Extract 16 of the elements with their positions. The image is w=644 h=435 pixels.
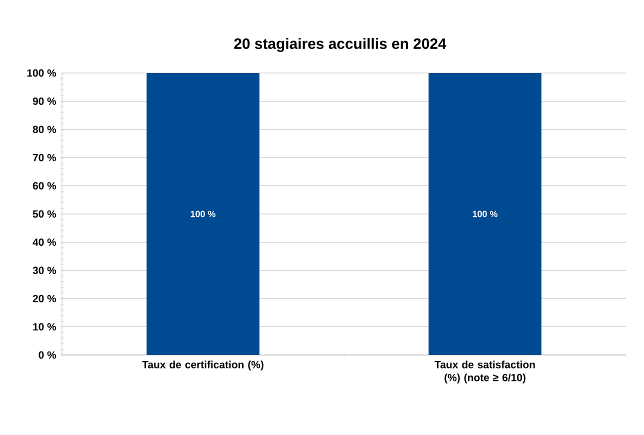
y-tick-label: 70 % <box>32 154 56 162</box>
data-label: 100 % <box>472 210 498 218</box>
x-tick-label: Taux de certification (%) <box>142 360 264 370</box>
y-tick-label: 40 % <box>32 238 56 246</box>
y-tick-label: 20 % <box>32 294 56 302</box>
y-tick-label: 90 % <box>32 97 56 105</box>
y-tick-label: 30 % <box>32 266 56 274</box>
chart-title: 20 stagiaires accuillis en 2024 <box>234 38 446 52</box>
x-tick-label: Taux de satisfaction (%) (note ≥ 6/10) <box>434 360 535 384</box>
data-label: 100 % <box>190 210 216 218</box>
y-tick-label: 80 % <box>32 126 56 134</box>
y-tick-label: 100 % <box>27 69 56 77</box>
y-tick-label: 50 % <box>32 210 56 218</box>
y-tick-label: 0 % <box>38 351 56 359</box>
y-tick-label: 60 % <box>32 182 56 190</box>
y-tick-label: 10 % <box>33 323 56 330</box>
